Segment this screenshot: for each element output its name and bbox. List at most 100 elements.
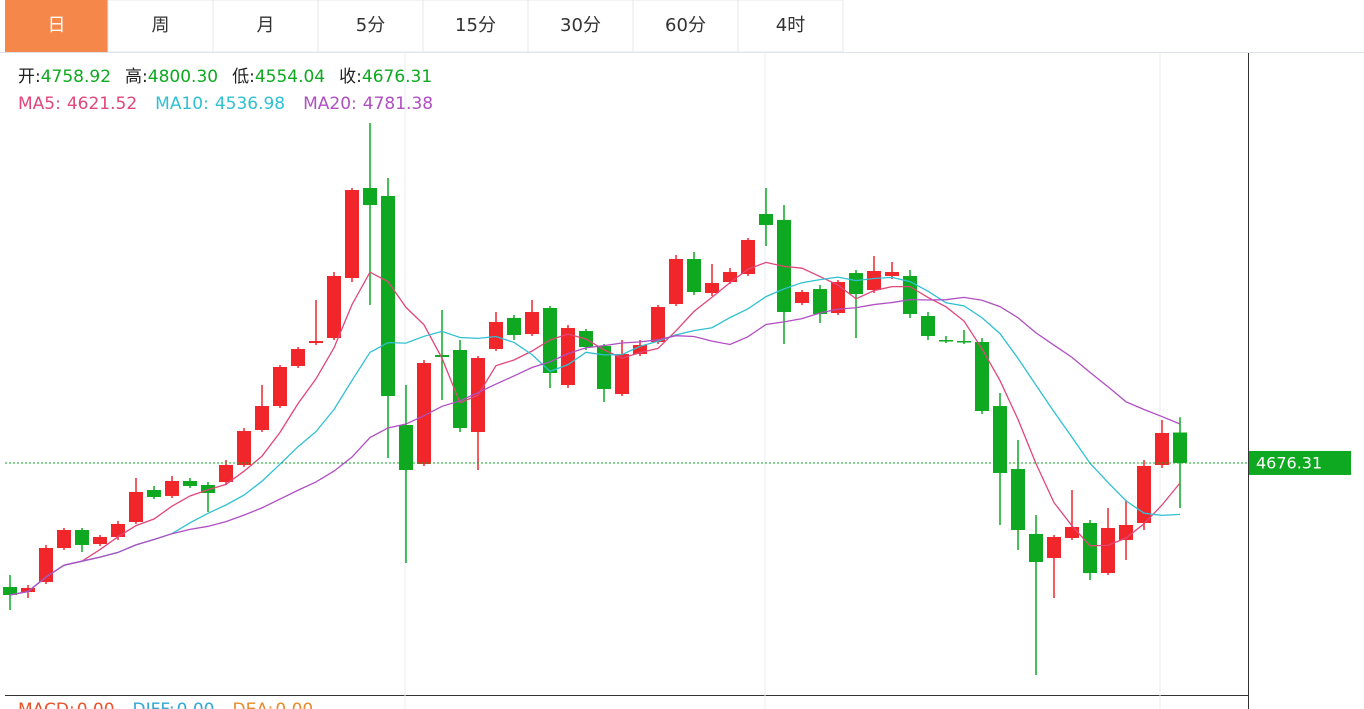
candle-body [1029,533,1043,563]
macd-info: MACD:0.00DIFF:0.00DEA:0.00 [18,700,313,709]
candle-body [939,340,953,342]
candle-body [3,586,17,595]
tab[interactable] [317,0,424,53]
tab-label[interactable]: 15分 [455,15,496,36]
candle-body [183,480,197,486]
candles [3,123,1187,676]
candle-body [363,188,377,206]
candle-body [759,213,773,225]
candle-body [867,271,881,291]
candle-body [1011,468,1025,530]
candle-body [435,355,449,358]
macd-value: 0.00 [275,700,313,709]
candle-body [489,322,503,350]
ma-lines: 4676.31 [5,261,1351,596]
candle-body [831,282,845,314]
macd-value: 0.00 [77,700,115,709]
candle-body [291,349,305,367]
candle-body [1047,536,1061,558]
info-label: 开: [18,67,41,87]
tab[interactable] [212,0,319,53]
info-label: 高: [125,67,148,87]
candle-body [1083,522,1097,574]
candle-body [39,548,53,583]
candle-body [723,271,737,283]
macd-label: DEA: [232,700,273,709]
tab[interactable] [527,0,634,53]
candle-body [849,273,863,294]
candle-body [1173,432,1187,463]
macd-label: MACD: [18,700,75,709]
legend: 开:4758.92 高:4800.30 低:4554.04 收:4676.31 MA5:… [18,67,433,709]
candle-body [1137,465,1151,523]
ma-value: 4536.98 [215,94,285,114]
macd-value: 0.00 [177,700,215,709]
candle-body [1119,524,1133,540]
ma-value: 4621.52 [67,94,137,114]
candle-body [993,406,1007,473]
candle-body [417,363,431,464]
candle-body [705,283,719,294]
candle-body [129,491,143,522]
candle-body [1065,527,1079,538]
ma-value: 4781.38 [363,94,433,114]
tab[interactable] [107,0,214,53]
candle-body [309,341,323,344]
candle-body [885,271,899,277]
candle-body [903,276,917,315]
candle-body [399,425,413,470]
candle-body [327,276,341,339]
candle-body [687,258,701,293]
tab-label[interactable]: 5分 [356,15,385,36]
candle-body [273,366,287,407]
candle-body [525,311,539,335]
candle-body [597,346,611,389]
ohlc-info: 开:4758.92 高:4800.30 低:4554.04 收:4676.31 [18,67,432,87]
tab[interactable] [632,0,739,53]
info-value: 4554.04 [255,67,325,87]
ma-info: MA5: 4621.52 MA10: 4536.98 MA20: 4781.38 [18,94,433,114]
ma-label: MA10: [155,94,209,114]
ma-label: MA20: [303,94,357,114]
candle-body [165,480,179,496]
candle-body [453,350,467,429]
info-value: 4758.92 [41,67,111,87]
candle-body [651,307,665,343]
tab-bar: 日 周 月 5分 15分 30分 60分 4时 [5,0,844,53]
candle-body [219,464,233,483]
tab-label[interactable]: 月 [257,15,275,36]
candle-body [615,354,629,395]
tab[interactable] [422,0,529,53]
tab-label[interactable]: 60分 [665,15,706,36]
ma-label: MA5: [18,94,61,114]
tab[interactable] [5,0,108,52]
candle-body [975,342,989,411]
tab-label[interactable]: 日 [48,15,66,36]
macd-label: DIFF: [133,700,175,709]
candle-body [507,317,521,336]
candle-body [633,344,647,355]
candle-body [147,490,161,498]
candle-body [957,341,971,343]
last-price-tag [1249,450,1351,475]
candle-body [795,292,809,303]
candle-body [75,529,89,545]
tab[interactable] [737,0,844,53]
info-value: 4800.30 [148,67,218,87]
info-label: 收: [339,67,362,87]
candle-body [813,289,827,315]
candle-body [921,315,935,337]
candle-body [345,190,359,279]
candle-body [21,587,35,593]
ma-line [9,261,1181,596]
candle-body [57,529,71,549]
candle-body [1155,432,1169,465]
tab-label[interactable]: 周 [152,15,170,36]
ma-line [9,296,1181,596]
tab-label[interactable]: 4时 [776,15,805,36]
candle-body [381,195,395,396]
tab-label[interactable]: 30分 [560,15,601,36]
candle-body [111,523,125,537]
